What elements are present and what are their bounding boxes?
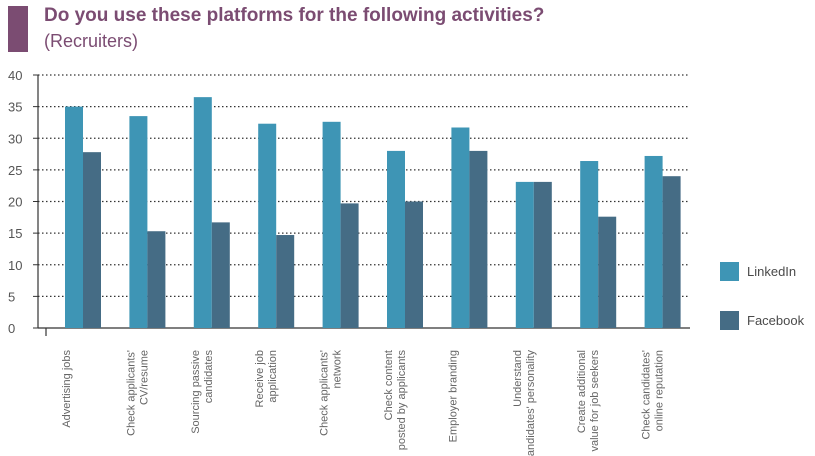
legend-label-facebook: Facebook bbox=[747, 313, 805, 328]
bar-facebook bbox=[405, 201, 423, 328]
bar-facebook bbox=[276, 235, 295, 328]
bar-facebook bbox=[598, 216, 617, 328]
bar-facebook bbox=[662, 176, 681, 328]
chart-subtitle: (Recruiters) bbox=[44, 31, 139, 51]
y-tick-label: 40 bbox=[8, 68, 22, 83]
bar-linkedin bbox=[387, 150, 405, 328]
bar-facebook bbox=[469, 150, 488, 328]
y-tick-label: 15 bbox=[8, 226, 22, 241]
legend-item-linkedin: LinkedIn bbox=[720, 262, 796, 281]
y-tick-label: 30 bbox=[8, 131, 22, 146]
bar-linkedin bbox=[193, 97, 212, 328]
y-tick-label: 0 bbox=[8, 321, 15, 336]
y-tick-label: 5 bbox=[8, 289, 15, 304]
title-accent-block bbox=[8, 6, 28, 52]
legend-item-facebook: Facebook bbox=[720, 311, 804, 330]
bar-facebook bbox=[83, 152, 101, 328]
y-tick-label: 20 bbox=[8, 195, 22, 210]
y-tick-label: 10 bbox=[8, 258, 22, 273]
bar-linkedin bbox=[644, 155, 663, 328]
bar-linkedin bbox=[65, 106, 83, 328]
bar-facebook bbox=[211, 222, 230, 328]
x-category-label: Create additionalvalue for job seekers bbox=[576, 350, 601, 452]
x-category-label: Check applicants'CV/resume bbox=[125, 350, 150, 436]
bar-linkedin bbox=[129, 116, 148, 328]
x-category-label: Advertising jobs bbox=[61, 350, 73, 428]
bar-facebook bbox=[340, 203, 359, 328]
y-tick-label: 25 bbox=[8, 163, 22, 178]
bar-linkedin bbox=[515, 181, 534, 328]
chart-title: Do you use these platforms for the follo… bbox=[44, 5, 545, 26]
bar-linkedin bbox=[258, 123, 277, 328]
x-category-label: Employer branding bbox=[447, 350, 459, 442]
legend-swatch-facebook bbox=[720, 311, 739, 330]
bar-linkedin bbox=[322, 121, 341, 329]
bar-linkedin bbox=[580, 161, 599, 328]
x-category-label: Check contentposted by applicants bbox=[383, 350, 408, 451]
x-category-label: Receive jobapplication bbox=[254, 350, 279, 407]
x-category-label: Understandcandidates' personality bbox=[512, 350, 537, 456]
x-category-label: Check applicants'network bbox=[319, 350, 344, 436]
legend-label-linkedin: LinkedIn bbox=[747, 264, 797, 279]
bar-facebook bbox=[533, 181, 552, 328]
y-tick-label: 35 bbox=[8, 100, 22, 115]
bar-facebook bbox=[147, 231, 166, 328]
x-category-label: Check candidates'online reputation bbox=[641, 350, 666, 440]
x-category-label: Sourcing passivecandidates bbox=[190, 350, 215, 434]
bar-linkedin bbox=[451, 127, 470, 328]
legend-swatch-linkedin bbox=[720, 262, 739, 281]
